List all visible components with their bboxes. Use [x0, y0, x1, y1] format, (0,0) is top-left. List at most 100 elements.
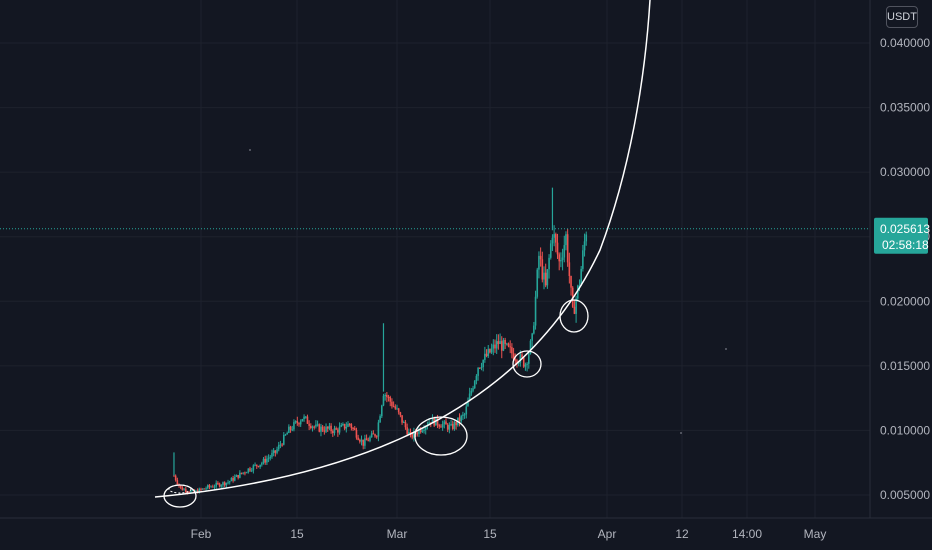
candle-body	[538, 255, 540, 270]
candle-body	[558, 254, 561, 262]
candle-body	[195, 490, 197, 493]
candle-body	[249, 468, 251, 471]
candle-body	[446, 424, 449, 430]
candle-body	[500, 341, 503, 351]
candle-body	[179, 485, 182, 488]
candle-body	[531, 333, 533, 341]
candle-body	[489, 348, 491, 353]
price-tick-label: 0.030000	[880, 165, 930, 179]
candle-body	[261, 463, 263, 465]
highlight-circle-inner	[168, 484, 192, 494]
candle-body	[257, 465, 260, 467]
candle-body	[232, 477, 234, 481]
candle-body	[321, 426, 324, 431]
candle-body	[377, 422, 380, 437]
candle-body	[267, 457, 270, 459]
candle-body	[389, 397, 392, 402]
candle-body	[284, 434, 287, 436]
candle-body	[570, 275, 572, 288]
time-axis[interactable]: Feb 15 Mar 15 Apr 12 14:00 May	[191, 527, 827, 541]
candle-body	[335, 428, 337, 430]
candle-body	[492, 344, 495, 349]
candle-body	[575, 298, 577, 314]
candle-body	[271, 453, 273, 457]
candle-body	[555, 234, 557, 243]
candle-body	[490, 348, 493, 353]
candle-body	[497, 341, 500, 345]
candle-body	[386, 395, 388, 397]
candle-body	[277, 445, 280, 450]
candle-body	[582, 250, 584, 269]
candle-body	[514, 359, 517, 361]
candle-body	[428, 422, 430, 426]
candle-body	[421, 430, 424, 432]
candle-body	[230, 477, 233, 482]
candle-body	[318, 424, 321, 432]
candle-body	[303, 416, 305, 420]
candle-body	[331, 431, 334, 434]
candle-body	[556, 242, 559, 255]
candle-body	[485, 353, 488, 357]
last-price-badge-bg	[874, 217, 928, 254]
stray-dot	[680, 432, 682, 434]
candle-body	[281, 444, 283, 446]
candle-body	[458, 417, 461, 422]
candle-body	[342, 423, 344, 425]
candle-body	[240, 472, 243, 474]
price-axis[interactable]: 0.0050000.0100000.0150000.0200000.025000…	[880, 36, 930, 502]
candle-body	[519, 354, 522, 363]
candle-body	[450, 423, 452, 426]
candle-body	[262, 458, 265, 464]
currency-button[interactable]: USDT	[886, 6, 918, 28]
candle-body	[576, 285, 579, 299]
candle-body	[478, 367, 481, 369]
candle-body	[573, 306, 576, 314]
candle-body	[477, 367, 479, 376]
candle-body	[438, 425, 441, 427]
candle-body	[499, 341, 501, 345]
candle-body	[330, 425, 332, 432]
candle-body	[223, 482, 226, 486]
candle-body	[298, 423, 300, 425]
candle-body	[227, 482, 229, 484]
time-tick-label: 12	[675, 527, 689, 541]
candle-body	[198, 488, 201, 493]
candle-body	[512, 353, 515, 360]
candle-body	[443, 421, 446, 425]
candle-body	[380, 405, 383, 417]
candle-body	[399, 412, 402, 416]
candle-body	[396, 408, 398, 410]
price-tick-label: 0.015000	[880, 359, 930, 373]
candle-body	[353, 428, 356, 430]
candle-body	[516, 360, 518, 364]
candle-body	[233, 476, 236, 481]
candle-body	[183, 489, 185, 491]
candle-body	[568, 262, 571, 276]
candle-body	[560, 260, 562, 262]
candle-body	[440, 426, 442, 428]
candle-body	[288, 426, 290, 433]
candle-body	[266, 458, 268, 463]
candle-body	[495, 341, 498, 349]
candle-body	[289, 426, 292, 430]
candle-body	[323, 430, 326, 432]
candle-body	[352, 427, 354, 429]
candle-body	[350, 424, 353, 428]
candle-body	[306, 416, 309, 424]
candle-body	[222, 482, 224, 486]
candle-body	[480, 367, 483, 369]
candle-body	[326, 426, 329, 429]
candle-body	[551, 237, 554, 244]
candle-body	[387, 396, 390, 398]
candle-body	[343, 423, 346, 429]
candle-body	[475, 375, 478, 382]
candle-body	[279, 444, 282, 446]
candle-body	[408, 432, 410, 435]
bar-countdown: 02:58:18	[882, 238, 929, 252]
candle-body	[549, 243, 552, 258]
candle-body	[276, 449, 278, 453]
candle-body	[382, 395, 385, 406]
candle-body	[239, 472, 241, 478]
candle-body	[235, 474, 238, 477]
